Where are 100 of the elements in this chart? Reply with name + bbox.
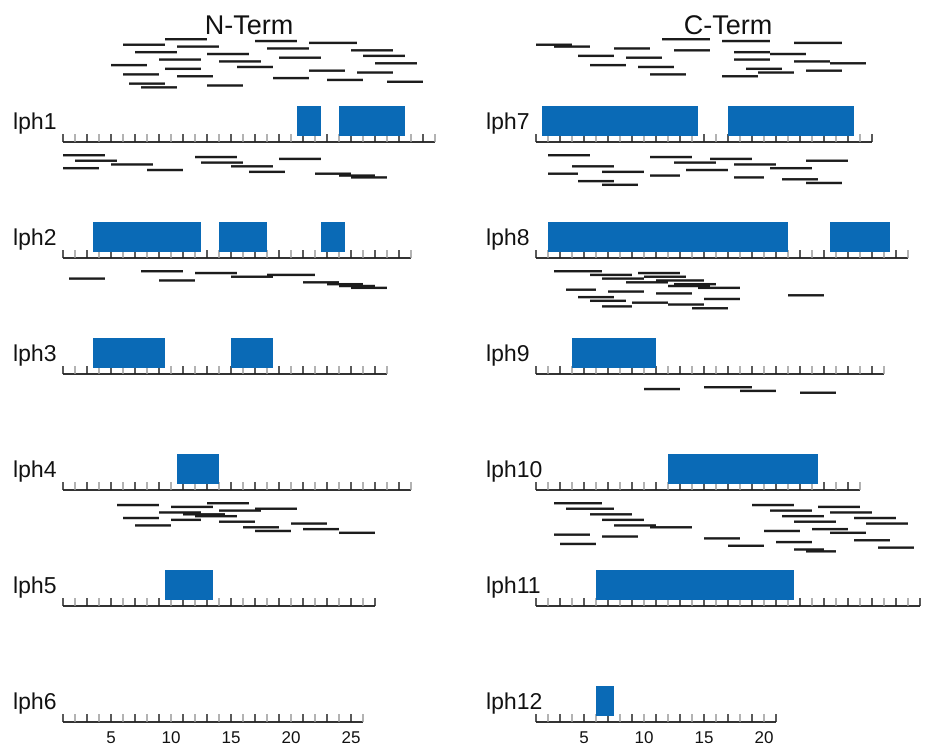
bar (255, 40, 297, 42)
bar (279, 56, 321, 59)
y-tick-label: lph7 (486, 108, 530, 134)
bar (722, 75, 758, 78)
bar (548, 222, 788, 252)
bar (309, 42, 357, 44)
bar (668, 454, 818, 484)
x-tick-label: 15 (222, 728, 240, 747)
bar (135, 50, 177, 54)
bar (165, 38, 207, 40)
x-tick-label: 15 (694, 728, 714, 747)
bar (219, 60, 261, 63)
bar (195, 156, 237, 158)
bar (596, 570, 794, 600)
bar (674, 49, 710, 52)
bar (554, 502, 602, 504)
x-tick-label: 5 (106, 728, 116, 747)
bar (177, 75, 213, 78)
bar (123, 44, 165, 46)
bar (788, 294, 824, 296)
y-tick-label: lph6 (13, 688, 56, 714)
bar (111, 64, 147, 66)
bar (63, 166, 99, 170)
bar (536, 141, 872, 143)
bar (782, 514, 824, 518)
bar (117, 504, 159, 506)
bar (165, 68, 201, 70)
y-tick-label: lph1 (13, 108, 56, 134)
bar (273, 76, 309, 80)
bar (650, 174, 680, 177)
bar (854, 539, 890, 542)
bar (387, 80, 423, 83)
bar (794, 42, 842, 44)
bar (309, 69, 345, 72)
bar (219, 520, 255, 523)
bar (566, 508, 614, 510)
bar (572, 165, 614, 168)
bar (303, 528, 339, 530)
bar (339, 106, 405, 136)
bar (734, 176, 764, 179)
bar (363, 54, 405, 58)
x-tick-label: 20 (754, 728, 774, 747)
bar (866, 522, 908, 525)
y-tick-label: lph2 (13, 224, 56, 250)
bar (662, 38, 710, 40)
bar (135, 524, 171, 527)
bar (644, 388, 680, 390)
bar (770, 509, 812, 512)
bar (800, 392, 836, 394)
bar (63, 154, 105, 156)
y-tick-label: lph10 (486, 456, 542, 482)
bar (63, 721, 363, 723)
bar (69, 277, 105, 280)
bar (818, 506, 860, 508)
x-tick-label: 25 (342, 728, 360, 747)
bar (231, 338, 273, 368)
bar (554, 533, 590, 536)
bar (728, 544, 764, 547)
bar (327, 78, 363, 82)
bar (141, 270, 183, 272)
bar (321, 222, 345, 252)
bar (602, 305, 632, 308)
bar (536, 489, 860, 491)
bar (548, 154, 590, 156)
bar (375, 62, 417, 64)
bar (794, 520, 836, 523)
bar (572, 338, 656, 368)
bar (704, 537, 740, 540)
bar (536, 257, 908, 259)
chart-title: N-Term (204, 10, 294, 40)
bar (63, 141, 435, 143)
bar (878, 546, 914, 549)
bar (297, 106, 321, 136)
bar (806, 160, 848, 162)
bar (806, 69, 842, 72)
bar (566, 288, 596, 291)
bar (830, 222, 890, 252)
bar (63, 605, 375, 607)
bar (776, 540, 812, 544)
bar (165, 570, 213, 600)
y-tick-label: lph9 (486, 340, 530, 366)
bar (560, 542, 596, 546)
bar (63, 489, 411, 491)
bar (578, 54, 614, 58)
bar (608, 290, 644, 293)
bar (596, 686, 614, 716)
bar (650, 73, 686, 76)
bar (734, 58, 770, 61)
bar (249, 170, 285, 174)
bar (536, 721, 776, 723)
bar (590, 64, 626, 66)
y-tick-label: lph8 (486, 224, 530, 250)
bar (650, 156, 692, 158)
bar (177, 45, 219, 48)
bar (219, 222, 267, 252)
bar (656, 292, 692, 295)
bar (351, 49, 393, 52)
bar (722, 40, 770, 42)
x-tick-label: 10 (634, 728, 654, 747)
bar (177, 454, 219, 484)
